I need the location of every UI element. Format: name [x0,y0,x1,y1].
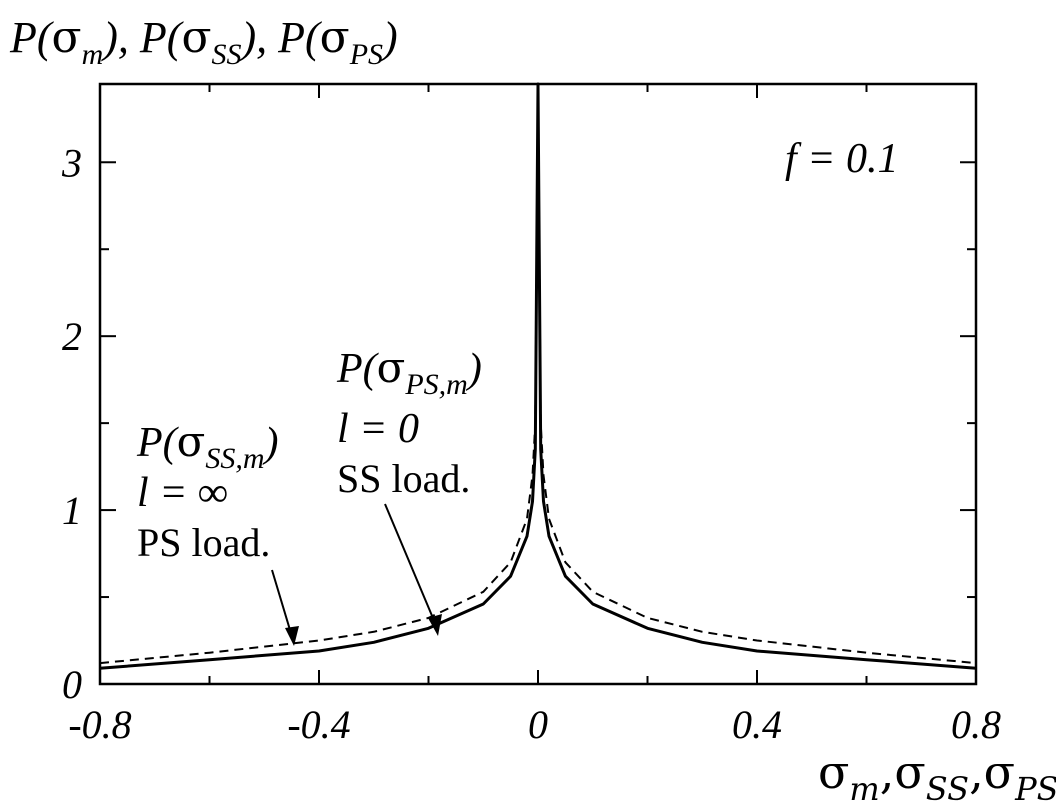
ss-curve-load-label: PS load. [137,520,270,565]
series-line-dashed [99,83,977,665]
series-line-solid [99,82,977,670]
ps-curve-arrowhead [428,614,442,636]
x-tick-label: -0.4 [287,702,350,747]
y-tick-label: 2 [62,314,82,359]
x-tick-label: -0.8 [68,702,131,747]
x-tick-label: 0.4 [732,702,782,747]
x-axis-title: σm,σSS,σPS [818,745,1056,808]
x-tick-label: 0.8 [951,702,1001,747]
ss-curve-arrowhead [285,626,299,646]
ps-curve-l-label: l = 0 [337,406,419,452]
ss-curve-label: P(σSS,m) [136,417,279,475]
y-tick-label: 1 [62,488,82,533]
y-axis-title: P(σm), P(σSS), P(σPS) [9,12,398,71]
ps-curve-label: P(σPS,m) [336,343,482,401]
x-tick-label: 0 [528,702,548,747]
ps-curve-arrow [384,503,439,631]
ps-curve-load-label: SS load. [337,456,470,501]
ss-curve-l-label: l = ∞ [137,470,228,516]
f-label: f = 0.1 [785,136,899,182]
y-tick-label: 3 [61,140,82,185]
y-tick-label: 0 [62,662,82,707]
